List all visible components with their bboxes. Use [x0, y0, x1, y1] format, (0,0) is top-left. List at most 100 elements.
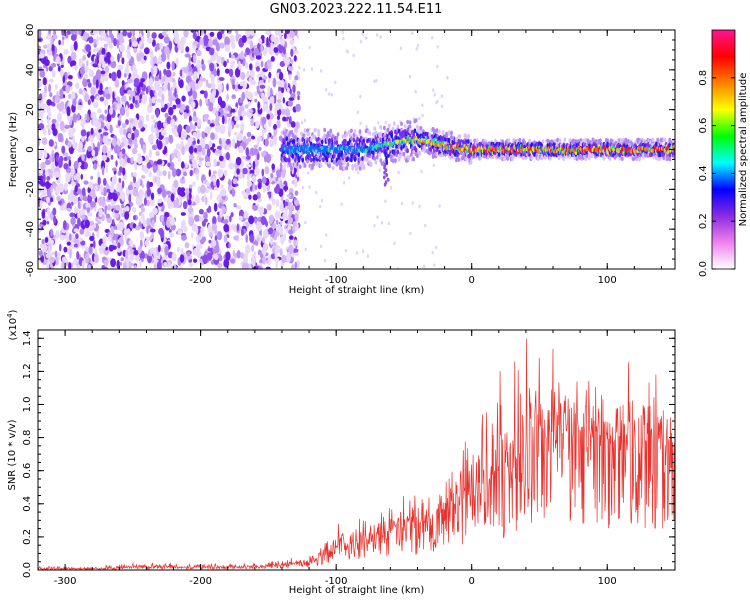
noise-mark [162, 221, 166, 226]
noise-mark [197, 138, 200, 145]
noise-mark [94, 58, 98, 65]
noise-mark [215, 110, 219, 118]
noise-mark [241, 35, 247, 43]
noise-mark [85, 253, 89, 263]
noise-mark [146, 217, 150, 227]
noise-mark [125, 104, 128, 114]
noise-mark [196, 118, 202, 127]
noise-mark [320, 198, 324, 203]
noise-mark [57, 65, 61, 72]
noise-mark [130, 172, 134, 178]
signal-body [309, 157, 313, 163]
noise-mark [274, 250, 278, 260]
noise-mark [171, 60, 175, 71]
noise-mark [232, 249, 235, 256]
signal-halo [414, 118, 418, 123]
noise-mark [150, 123, 155, 134]
noise-mark [250, 79, 257, 86]
noise-mark [111, 219, 115, 226]
noise-mark [245, 187, 251, 194]
noise-mark [357, 170, 360, 175]
noise-mark [104, 30, 108, 34]
noise-mark [205, 196, 208, 206]
noise-mark [124, 206, 130, 212]
signal-body [288, 157, 291, 163]
noise-mark [158, 228, 164, 236]
noise-mark [240, 252, 245, 259]
noise-mark [173, 188, 177, 193]
noise-mark [152, 207, 158, 215]
signal-body [322, 157, 325, 163]
noise-mark [260, 215, 267, 226]
noise-mark [84, 73, 88, 80]
noise-mark [69, 233, 72, 241]
noise-mark [250, 70, 255, 78]
noise-mark [46, 261, 50, 269]
noise-mark [235, 124, 240, 129]
noise-mark [135, 195, 140, 206]
noise-mark [174, 87, 177, 98]
noise-mark [102, 235, 107, 245]
noise-mark [236, 168, 240, 175]
noise-mark [260, 43, 264, 53]
noise-mark [220, 56, 225, 62]
noise-mark [393, 241, 396, 246]
noise-mark [284, 206, 288, 214]
noise-mark [208, 105, 214, 112]
noise-mark [288, 97, 295, 101]
noise-mark [294, 190, 299, 196]
signal-halo [394, 158, 397, 163]
noise-mark [243, 194, 250, 200]
noise-mark [146, 224, 149, 234]
noise-mark [53, 54, 56, 62]
signal-halo [358, 157, 362, 162]
noise-mark [186, 251, 191, 257]
signal-halo [358, 166, 362, 171]
signal-body [320, 139, 324, 145]
signal-halo [355, 166, 358, 171]
noise-mark [231, 94, 236, 100]
noise-mark [171, 152, 174, 160]
noise-mark [236, 223, 240, 232]
signal-halo [458, 134, 462, 139]
noise-mark [41, 210, 46, 219]
noise-mark [273, 47, 279, 53]
noise-mark [295, 121, 300, 130]
noise-mark [266, 113, 271, 120]
noise-mark [47, 207, 51, 216]
noise-mark [38, 66, 43, 72]
noise-mark [121, 204, 125, 209]
noise-mark [39, 223, 43, 228]
noise-mark [436, 64, 439, 69]
noise-mark [263, 48, 267, 57]
noise-mark [257, 101, 261, 110]
noise-mark [263, 123, 267, 129]
noise-mark [193, 258, 198, 263]
noise-mark [240, 161, 245, 167]
signal-halo [341, 134, 345, 139]
noise-mark [276, 99, 282, 103]
noise-mark [194, 197, 200, 205]
noise-mark [164, 46, 170, 55]
noise-mark [148, 77, 154, 86]
noise-mark [61, 256, 67, 262]
noise-mark [440, 94, 444, 98]
noise-mark [211, 55, 215, 61]
noise-mark [279, 38, 286, 46]
signal-halo [523, 140, 527, 145]
noise-mark [127, 89, 133, 95]
noise-mark [65, 172, 71, 183]
noise-mark [246, 155, 251, 160]
noise-mark [162, 149, 167, 155]
noise-mark [133, 175, 136, 184]
noise-mark [207, 119, 211, 125]
noise-mark [289, 30, 295, 39]
noise-mark [164, 245, 169, 256]
noise-mark [200, 184, 206, 194]
noise-mark [221, 33, 226, 39]
noise-mark [378, 168, 381, 172]
noise-mark [440, 104, 444, 109]
signal-body [413, 128, 417, 134]
noise-mark [96, 35, 99, 45]
noise-mark [101, 47, 106, 55]
